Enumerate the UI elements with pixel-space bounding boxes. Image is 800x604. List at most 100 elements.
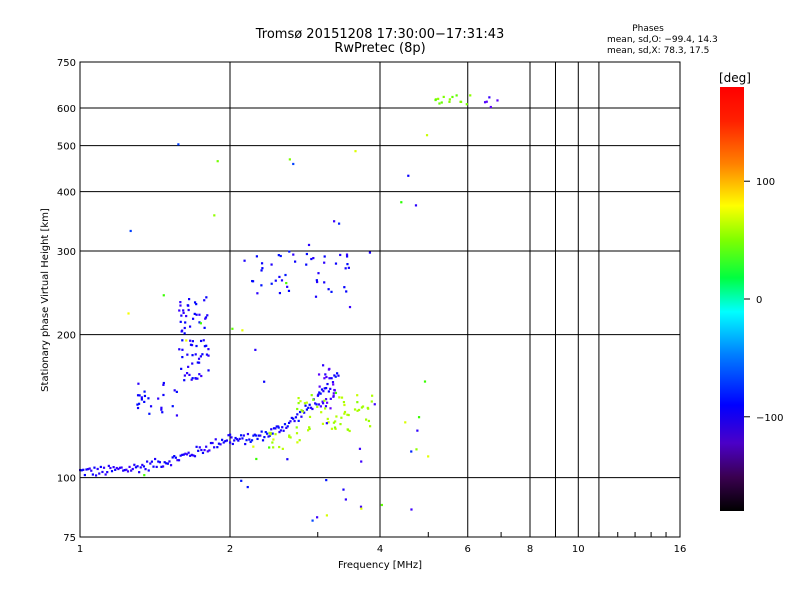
data-point [143,390,146,393]
data-point [140,396,143,399]
data-point [191,377,194,380]
data-point [187,451,190,454]
data-point [356,394,359,397]
colorbar-label: [deg] [719,71,751,85]
data-point [189,339,192,342]
data-point [94,474,98,477]
data-point [143,400,146,404]
data-point [197,361,201,364]
data-point [353,408,357,411]
data-point [175,414,179,417]
data-point [201,353,204,356]
data-point [117,467,120,471]
data-point [263,436,266,439]
data-point [321,400,324,403]
data-point [249,440,252,443]
data-point [324,405,328,408]
data-point [287,421,291,425]
data-point [261,267,264,270]
data-point [133,463,136,466]
data-point [173,389,176,392]
data-point [367,419,370,423]
data-point [213,446,216,449]
data-point [288,250,291,253]
data-point [177,143,180,146]
y-tick-label: 600 [57,104,76,115]
data-point [360,507,363,510]
data-point [143,394,147,398]
stats-line-x: mean, sd,X: 78.3, 17.5 [607,46,709,56]
data-point [425,134,429,137]
data-point [205,344,208,347]
data-point [340,416,343,419]
data-point [229,433,232,436]
data-point [199,322,202,325]
data-point [325,514,329,517]
data-point [213,214,216,217]
data-point [300,409,303,412]
data-point [256,437,259,441]
data-point [250,439,254,442]
data-point [160,406,163,409]
data-point [253,433,256,436]
data-point [489,105,492,109]
data-point [207,369,210,372]
data-point [136,403,139,406]
data-point [330,290,333,293]
data-point [348,429,351,433]
data-point [193,455,197,458]
data-point [312,398,315,401]
data-point [319,405,322,408]
data-point [283,423,287,426]
data-point [227,434,230,437]
data-point [168,460,171,463]
data-point [298,410,302,414]
data-point [301,410,304,413]
data-point [307,243,311,247]
y-tick-label: 300 [57,247,76,258]
data-point [199,339,203,343]
data-point [194,353,197,356]
data-point [271,441,274,444]
data-point [190,453,193,456]
data-point [323,261,326,264]
data-point [161,465,165,468]
data-point [229,441,232,444]
data-point [292,253,295,256]
data-point [328,367,331,371]
data-point [269,433,272,436]
data-point [160,465,163,468]
data-point [187,298,191,301]
data-point [437,97,440,100]
data-point [209,441,213,445]
data-point [184,452,187,455]
data-point [277,254,280,257]
data-point [343,412,346,415]
data-point [188,325,192,328]
data-point [144,468,147,471]
data-point [448,98,451,101]
data-point [150,460,154,463]
data-point [469,94,472,97]
data-point [334,420,337,423]
data-point [125,468,128,471]
data-point [180,367,183,370]
y-tick-label: 100 [57,474,76,485]
data-point [311,407,314,411]
data-point [138,394,141,397]
data-point [343,286,346,289]
data-point [186,353,189,356]
data-point [259,434,262,437]
data-point [205,353,209,356]
chart-subtitle: RwPretec (8p) [334,41,425,56]
data-point [194,377,198,380]
data-point [189,454,192,457]
data-point [255,457,258,461]
data-point [337,374,340,377]
data-point [260,269,263,272]
data-point [231,442,234,446]
data-point [297,396,300,400]
data-point [340,396,344,399]
plot-frame [79,61,681,538]
data-point [305,263,308,266]
